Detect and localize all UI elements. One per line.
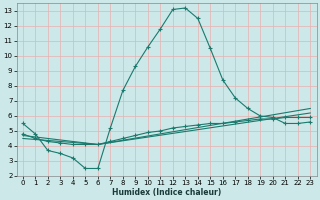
X-axis label: Humidex (Indice chaleur): Humidex (Indice chaleur): [112, 188, 221, 197]
